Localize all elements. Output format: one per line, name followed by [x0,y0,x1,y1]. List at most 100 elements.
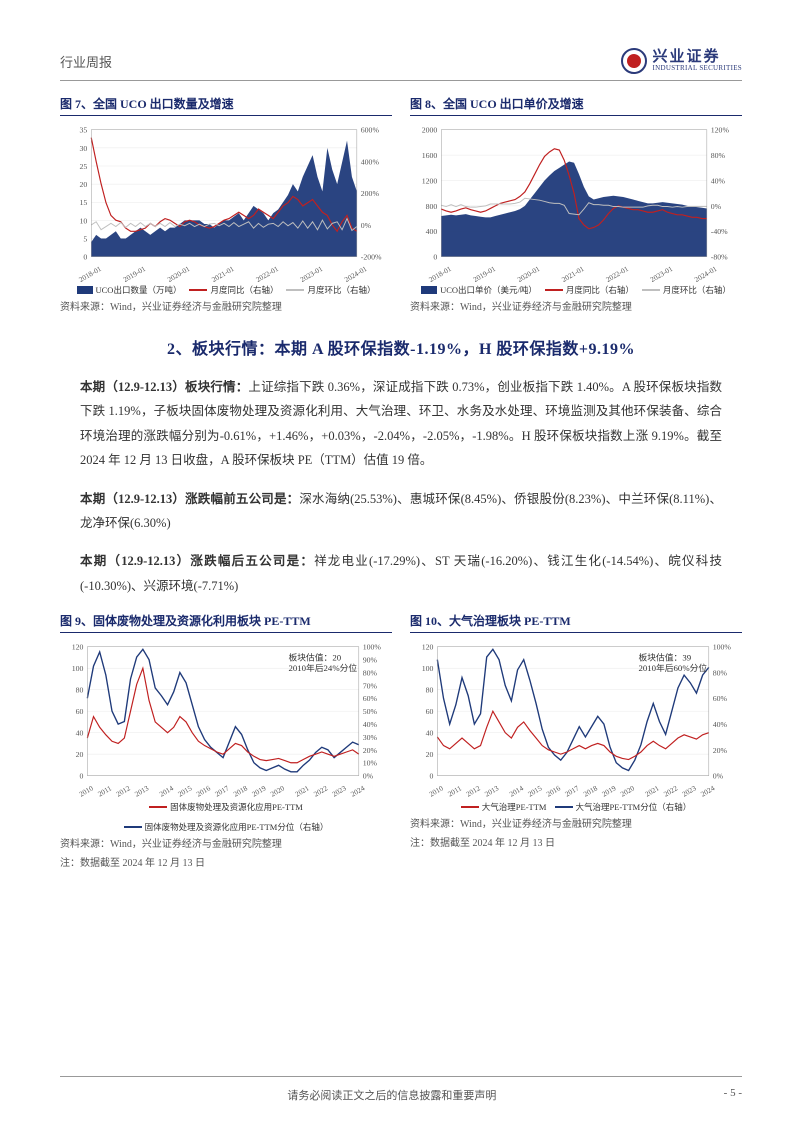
svg-text:2013: 2013 [133,783,150,798]
svg-text:2017: 2017 [563,783,580,798]
section-2-title: 2、板块行情：本期 A 股环保指数-1.19%，H 股环保指数+9.19% [60,335,742,359]
chart-8-title: 图 8、全国 UCO 出口单价及增速 [410,95,742,116]
chart-8-legend: UCO出口单价（美元/吨） 月度同比（右轴） 月度环比（右轴） [410,284,742,296]
svg-text:60%: 60% [363,694,378,703]
svg-text:2019: 2019 [600,783,617,798]
chart-7-title: 图 7、全国 UCO 出口数量及增速 [60,95,392,116]
logo-name-en: INDUSTRIAL SECURITIES [653,65,742,73]
svg-text:2011: 2011 [96,783,113,798]
svg-text:80%: 80% [363,668,378,677]
svg-text:2018: 2018 [582,783,599,798]
svg-text:120: 120 [422,643,434,652]
svg-text:2020-01: 2020-01 [516,264,542,282]
svg-text:30%: 30% [363,733,378,742]
svg-text:20%: 20% [363,746,378,755]
svg-text:板块估值：39: 板块估值：39 [638,651,691,662]
chart-9-source: 资料来源：Wind，兴业证券经济与金融研究院整理 [60,837,392,852]
svg-text:2019: 2019 [250,783,267,798]
chart-10-note: 注：数据截至 2024 年 12 月 13 日 [410,836,742,851]
svg-text:120%: 120% [711,126,730,135]
page-number: - 5 - [724,1087,742,1103]
svg-text:25: 25 [80,162,88,171]
chart-8-svg: 0400800120016002000-80%-40%0%40%80%120%2… [410,122,742,282]
svg-text:90%: 90% [363,656,378,665]
svg-text:2023: 2023 [680,783,697,798]
svg-text:-40%: -40% [711,227,728,236]
svg-text:100%: 100% [713,643,732,652]
svg-text:2010年后24%分位: 2010年后24%分位 [288,662,357,673]
svg-text:2010: 2010 [428,783,445,798]
svg-text:2019-01: 2019-01 [471,264,497,282]
para-2: 本期（12.9-12.13）涨跌幅前五公司是：深水海纳(25.53%)、惠城环保… [80,487,722,536]
chart-9: 图 9、固体废物处理及资源化利用板块 PE-TTM 02040608010012… [60,612,392,871]
svg-text:0: 0 [433,253,437,262]
svg-text:2023: 2023 [330,783,347,798]
chart-9-svg: 0204060801001200%10%20%30%40%50%60%70%80… [60,639,392,799]
svg-text:2022: 2022 [662,783,679,798]
svg-text:120: 120 [72,643,84,652]
svg-text:10: 10 [80,216,88,225]
svg-text:2023-01: 2023-01 [649,264,675,282]
svg-text:2020-01: 2020-01 [166,264,192,282]
svg-text:80%: 80% [711,151,726,160]
chart-7-legend: UCO出口数量（万吨） 月度同比（右轴） 月度环比（右轴） [60,284,392,296]
page-header: 行业周报 兴业证券 INDUSTRIAL SECURITIES [60,48,742,81]
svg-text:60%: 60% [713,694,728,703]
svg-text:2024-01: 2024-01 [343,264,369,282]
svg-text:2014: 2014 [158,783,175,798]
svg-text:2021: 2021 [643,783,660,798]
svg-text:0: 0 [80,772,84,781]
svg-text:2018-01: 2018-01 [427,264,453,282]
svg-text:100%: 100% [363,643,382,652]
svg-text:70%: 70% [363,681,378,690]
svg-text:2015: 2015 [526,783,543,798]
svg-text:2024-01: 2024-01 [693,264,719,282]
svg-text:2024: 2024 [349,783,366,798]
svg-text:80: 80 [426,686,434,695]
chart-8: 图 8、全国 UCO 出口单价及增速 0400800120016002000-8… [410,95,742,315]
chart-10-svg: 0204060801001200%20%40%60%80%100%2010201… [410,639,742,799]
svg-text:2012: 2012 [115,783,132,798]
svg-text:2017: 2017 [213,783,230,798]
svg-text:-200%: -200% [361,253,382,262]
svg-text:400: 400 [426,227,438,236]
svg-text:10%: 10% [363,759,378,768]
chart-10-title: 图 10、大气治理板块 PE-TTM [410,612,742,633]
chart-9-legend: 固体废物处理及资源化应用PE-TTM 固体废物处理及资源化应用PE-TTM分位（… [60,801,392,833]
svg-text:2022-01: 2022-01 [254,264,280,282]
svg-text:0%: 0% [711,202,722,211]
svg-text:2012: 2012 [465,783,482,798]
svg-text:40%: 40% [363,720,378,729]
svg-text:-80%: -80% [711,253,728,262]
svg-text:2016: 2016 [545,783,562,798]
svg-text:0%: 0% [713,772,724,781]
svg-text:2022-01: 2022-01 [604,264,630,282]
doc-type: 行业周报 [60,52,112,71]
svg-text:板块估值：20: 板块估值：20 [288,651,341,662]
svg-text:1600: 1600 [422,151,438,160]
logo-icon [621,48,647,74]
svg-text:2021-01: 2021-01 [560,264,586,282]
svg-text:2018: 2018 [232,783,249,798]
footer-disclaimer: 请务必阅读正文之后的信息披露和重要声明 [60,1087,724,1103]
svg-text:0: 0 [83,253,87,262]
svg-text:20: 20 [80,180,88,189]
svg-text:200%: 200% [361,189,380,198]
svg-text:800: 800 [426,202,438,211]
svg-text:20: 20 [76,750,84,759]
para-1: 本期（12.9-12.13）板块行情：上证综指下跌 0.36%，深证成指下跌 0… [80,375,722,473]
svg-text:2016: 2016 [195,783,212,798]
svg-text:0%: 0% [361,221,372,230]
page-footer: 请务必阅读正文之后的信息披露和重要声明 - 5 - [60,1076,742,1103]
svg-text:0: 0 [430,772,434,781]
svg-text:80%: 80% [713,668,728,677]
svg-text:0%: 0% [363,772,374,781]
company-logo: 兴业证券 INDUSTRIAL SECURITIES [621,48,742,74]
svg-text:2018-01: 2018-01 [77,264,103,282]
svg-text:2022: 2022 [312,783,329,798]
chart-7-svg: 05101520253035-200%0%200%400%600%2018-01… [60,122,392,282]
svg-text:2019-01: 2019-01 [121,264,147,282]
svg-text:2014: 2014 [508,783,525,798]
svg-text:2013: 2013 [483,783,500,798]
svg-text:15: 15 [80,198,88,207]
